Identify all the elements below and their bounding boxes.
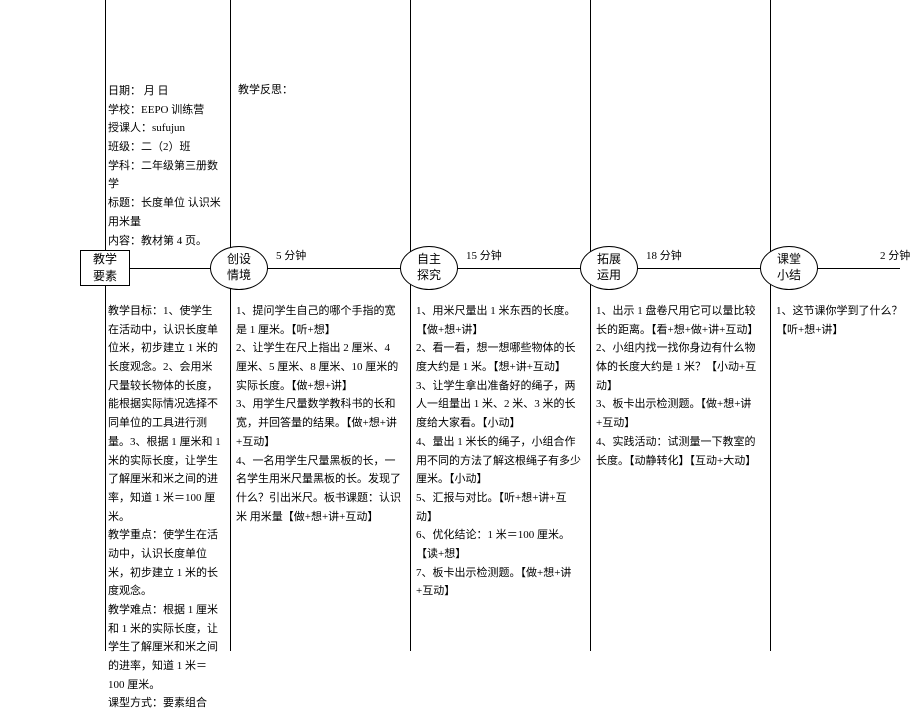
content-line: 3、用学生尺量数学教科书的长和宽，并回答量的结果。【做+想+讲+互动】: [236, 395, 402, 451]
content-line: 教学难点：根据 1 厘米和 1 米的实际长度，让学生了解厘米和米之间的进率，知道…: [108, 601, 222, 694]
vline-1: [105, 0, 106, 651]
flow-node-n1: 创设情境: [210, 246, 268, 290]
meta-content: 内容：教材第 4 页。: [108, 232, 228, 251]
content-line: 6、优化结论：1 米＝100 厘米。【读+想】: [416, 526, 582, 563]
content-line: 5、汇报与对比。【听+想+讲+互动】: [416, 489, 582, 526]
content-line: 教学重点：使学生在活动中，认识长度单位米，初步建立 1 米的长度观念。: [108, 526, 222, 601]
flow-node-n4: 课堂小结: [760, 246, 818, 290]
meta-subject: 学科：二年级第三册数学: [108, 157, 228, 194]
vline-5: [770, 0, 771, 651]
node-label-line2: 要素: [93, 268, 117, 285]
teaching-reflection-label: 教学反思：: [238, 82, 293, 99]
vline-4: [590, 0, 591, 651]
content-line: 2、看一看，想一想哪些物体的长度大约是 1 米。【想+讲+互动】: [416, 339, 582, 376]
meta-title: 标题：长度单位 认识米 用米量: [108, 194, 228, 231]
content-line: 4、量出 1 米长的绳子，小组合作用不同的方法了解这根绳子有多少厘米。【小动】: [416, 433, 582, 489]
meta-teacher: 授课人：sufujun: [108, 119, 228, 138]
content-line: 4、实践活动：试测量一下教室的长度。【动静转化】【互动+大动】: [596, 433, 762, 470]
time-label-n4: 2 分钟: [880, 248, 910, 265]
time-label-n1: 5 分钟: [276, 248, 306, 265]
flow-node-n3: 拓展运用: [580, 246, 638, 290]
meta-school: 学校：EEPO 训练营: [108, 101, 228, 120]
vline-2: [230, 0, 231, 651]
content-column-2: 1、用米尺量出 1 米东西的长度。【做+想+讲】2、看一看，想一想哪些物体的长度…: [416, 302, 586, 601]
content-column-0: 教学目标：1、使学生在活动中，认识长度单位米，初步建立 1 米的长度观念。2、会…: [108, 302, 226, 713]
node-label-line2: 小结: [777, 268, 801, 284]
node-label-line1: 创设: [227, 252, 251, 268]
time-label-n2: 15 分钟: [466, 248, 502, 265]
flow-node-n2: 自主探究: [400, 246, 458, 290]
node-label-line1: 自主: [417, 252, 441, 268]
content-line: 4、一名用学生尺量黑板的长，一名学生用米尺量黑板的长。发现了什么？引出米尺。板书…: [236, 452, 402, 527]
content-line: 教学目标：1、使学生在活动中，认识长度单位米，初步建立 1 米的长度观念。2、会…: [108, 302, 222, 526]
content-line: 2、小组内找一找你身边有什么物体的长度大约是 1 米？【小动+互动】: [596, 339, 762, 395]
content-line: 7、板卡出示检测题。【做+想+讲+互动】: [416, 564, 582, 601]
vline-3: [410, 0, 411, 651]
node-label-line1: 教学: [93, 251, 117, 268]
meta-date: 日期： 月 日: [108, 82, 228, 101]
node-label-line2: 运用: [597, 268, 621, 284]
content-line: 3、让学生拿出准备好的绳子，两人一组量出 1 米、2 米、3 米的长度给大家看。…: [416, 377, 582, 433]
content-column-1: 1、提问学生自己的哪个手指的宽是 1 厘米。【听+想】2、让学生在尺上指出 2 …: [236, 302, 406, 526]
flow-node-n0: 教学要素: [80, 250, 130, 286]
lesson-meta: 日期： 月 日 学校：EEPO 训练营 授课人：sufujun 班级：二（2）班…: [108, 82, 228, 250]
content-line: 1、提问学生自己的哪个手指的宽是 1 厘米。【听+想】: [236, 302, 402, 339]
node-label-line1: 课堂: [777, 252, 801, 268]
content-line: 2、让学生在尺上指出 2 厘米、4 厘米、5 厘米、8 厘米、10 厘米的实际长…: [236, 339, 402, 395]
time-label-n3: 18 分钟: [646, 248, 682, 265]
content-line: 1、这节课你学到了什么？【听+想+讲】: [776, 302, 912, 339]
content-column-3: 1、出示 1 盘卷尺用它可以量比较长的距离。【看+想+做+讲+互动】2、小组内找…: [596, 302, 766, 470]
content-line: 1、出示 1 盘卷尺用它可以量比较长的距离。【看+想+做+讲+互动】: [596, 302, 762, 339]
content-column-4: 1、这节课你学到了什么？【听+想+讲】: [776, 302, 916, 339]
meta-class: 班级：二（2）班: [108, 138, 228, 157]
node-label-line1: 拓展: [597, 252, 621, 268]
content-line: 3、板卡出示检测题。【做+想+讲+互动】: [596, 395, 762, 432]
node-label-line2: 探究: [417, 268, 441, 284]
content-line: 课型方式：要素组合: [108, 694, 222, 713]
node-label-line2: 情境: [227, 268, 251, 284]
content-line: 1、用米尺量出 1 米东西的长度。【做+想+讲】: [416, 302, 582, 339]
